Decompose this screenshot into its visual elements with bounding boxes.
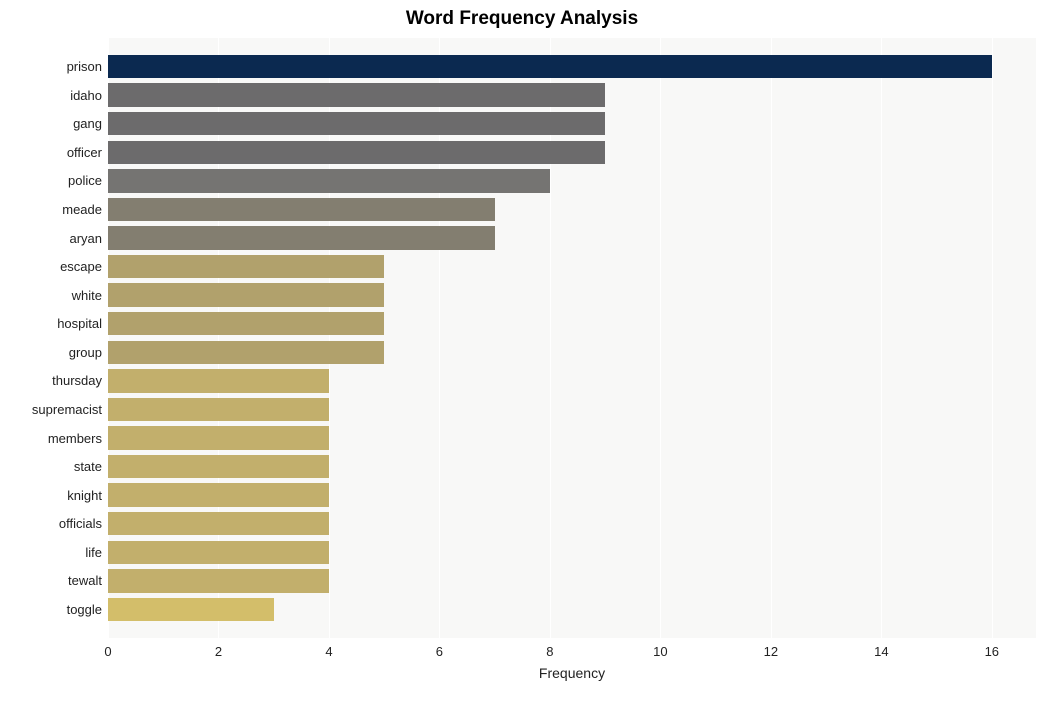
y-tick-label: thursday xyxy=(52,374,102,387)
y-tick-label: gang xyxy=(73,117,102,130)
y-tick-label: idaho xyxy=(70,89,102,102)
x-tick-label: 10 xyxy=(653,644,667,659)
bar xyxy=(108,369,329,392)
x-tick-label: 16 xyxy=(985,644,999,659)
bar xyxy=(108,141,605,164)
y-tick-label: state xyxy=(74,460,102,473)
x-tick-label: 8 xyxy=(546,644,553,659)
x-tick-label: 0 xyxy=(104,644,111,659)
word-frequency-chart: Word Frequency Analysis prison idaho gang o… xyxy=(0,0,1044,701)
x-tick-label: 2 xyxy=(215,644,222,659)
y-tick-label: supremacist xyxy=(32,403,102,416)
bar xyxy=(108,483,329,506)
y-tick-label: police xyxy=(68,174,102,187)
x-axis-tick-labels: 0246810121416 xyxy=(108,644,1036,664)
y-tick-label: white xyxy=(72,289,102,302)
bar xyxy=(108,569,329,592)
x-tick-label: 14 xyxy=(874,644,888,659)
bar xyxy=(108,226,495,249)
y-tick-label: prison xyxy=(67,60,102,73)
x-tick-label: 6 xyxy=(436,644,443,659)
bar xyxy=(108,598,274,621)
y-axis-labels: prison idaho gang officer police meade aryan es… xyxy=(0,38,102,638)
bar xyxy=(108,55,992,78)
x-tick-label: 12 xyxy=(764,644,778,659)
chart-title: Word Frequency Analysis xyxy=(0,8,1044,30)
y-tick-label: hospital xyxy=(57,317,102,330)
bar xyxy=(108,541,329,564)
x-tick-label: 4 xyxy=(325,644,332,659)
bar xyxy=(108,255,384,278)
y-tick-label: members xyxy=(48,432,102,445)
y-tick-label: officer xyxy=(67,146,102,159)
bar xyxy=(108,283,384,306)
y-tick-label: toggle xyxy=(67,603,102,616)
bar xyxy=(108,341,384,364)
bar xyxy=(108,426,329,449)
gridline xyxy=(660,38,661,638)
gridline xyxy=(881,38,882,638)
bar xyxy=(108,83,605,106)
bar xyxy=(108,512,329,535)
y-tick-label: aryan xyxy=(69,232,102,245)
bar xyxy=(108,455,329,478)
gridline xyxy=(992,38,993,638)
y-tick-label: life xyxy=(85,546,102,559)
bar xyxy=(108,169,550,192)
y-tick-label: group xyxy=(69,346,102,359)
bar xyxy=(108,398,329,421)
gridline xyxy=(771,38,772,638)
bar xyxy=(108,112,605,135)
y-tick-label: escape xyxy=(60,260,102,273)
x-axis-label: Frequency xyxy=(108,665,1036,681)
y-tick-label: knight xyxy=(67,489,102,502)
y-tick-label: meade xyxy=(62,203,102,216)
y-tick-label: tewalt xyxy=(68,574,102,587)
bar xyxy=(108,198,495,221)
y-tick-label: officials xyxy=(59,517,102,530)
bar xyxy=(108,312,384,335)
plot-area xyxy=(108,38,1036,638)
